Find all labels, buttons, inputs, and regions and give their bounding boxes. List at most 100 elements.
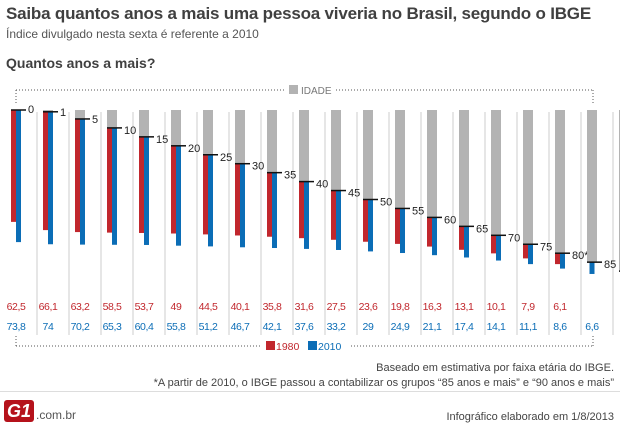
age-label: 80* (572, 250, 589, 262)
age-bar (267, 110, 277, 173)
age-label: 40 (316, 179, 328, 191)
value-label-2010: 60,4 (135, 321, 154, 333)
age-label: 5 (92, 114, 98, 126)
age-label: 10 (124, 125, 136, 137)
age-bar (299, 110, 309, 182)
value-label-2010: 11,1 (519, 321, 538, 333)
age-label: 45 (348, 188, 360, 200)
age-label: 35 (284, 170, 296, 182)
bar-1980 (395, 208, 400, 244)
value-label-1980: 44,5 (199, 301, 218, 313)
bar-2010 (272, 172, 277, 249)
age-label: 1 (60, 107, 66, 119)
chart-title: Saiba quantos anos a mais uma pessoa viv… (6, 4, 591, 23)
age-label: 65 (476, 223, 488, 235)
value-label-2010: 17,4 (455, 321, 474, 333)
value-label-2010: 74 (43, 321, 54, 333)
value-label-1980: 66,1 (39, 301, 58, 313)
g1-logo[interactable]: G1 .com.br (4, 400, 76, 422)
legend-label-2010: 2010 (318, 341, 342, 353)
bar-2010 (464, 226, 469, 258)
value-label-1980: 49 (171, 301, 182, 313)
footer-divider (0, 391, 620, 392)
value-label-1980: 7,9 (521, 301, 535, 313)
bar-1980 (107, 127, 112, 233)
bar-1980 (203, 154, 208, 235)
bar-2010 (144, 136, 149, 245)
chart: IDADE 0 62,5 73,8 1 66,1 74 5 63,2 70,2 10 58,5 65,3… (7, 85, 620, 353)
bar-1980 (523, 244, 528, 259)
bar-2010 (304, 181, 309, 249)
age-label: 15 (156, 134, 168, 146)
credit: Infográfico elaborado em 1/8/2013 (446, 411, 614, 423)
age-label: 75 (540, 241, 552, 253)
bar-1980 (139, 136, 144, 233)
age-bar (363, 110, 373, 200)
value-label-2010: 42,1 (263, 321, 282, 333)
age-label: 55 (412, 205, 424, 217)
bar-2010 (432, 217, 437, 256)
age-bar (331, 110, 341, 191)
bar-1980 (235, 163, 240, 236)
value-label-1980: 35,8 (263, 301, 282, 313)
bar-2010 (528, 244, 533, 265)
value-label-2010: 37,6 (295, 321, 314, 333)
bar-2010 (560, 253, 565, 269)
value-label-2010: 73,8 (7, 321, 26, 333)
bar-2010 (112, 127, 117, 245)
value-label-1980: 62,5 (7, 301, 26, 313)
value-label-2010: 51,2 (199, 321, 218, 333)
value-label-1980: 19,8 (391, 301, 410, 313)
age-label: 0 (28, 104, 34, 116)
value-label-1980: 16,3 (423, 301, 442, 313)
age-bar (459, 110, 469, 227)
age-bar (107, 110, 117, 128)
bar-1980 (427, 217, 432, 247)
bar-1980 (331, 190, 336, 240)
bar-1980 (491, 235, 496, 254)
bar-2010 (240, 163, 245, 248)
value-label-1980: 6,1 (553, 301, 567, 313)
value-label-2010: 24,9 (391, 321, 410, 333)
age-label: 30 (252, 161, 264, 173)
legend-label-1980: 1980 (276, 341, 300, 353)
bar-1980 (459, 226, 464, 250)
bar-2010 (400, 208, 405, 254)
value-label-2010: 14,1 (487, 321, 506, 333)
bar-2010 (16, 110, 21, 243)
bar-1980 (363, 199, 368, 242)
bar-1980 (299, 181, 304, 239)
bar-1980 (75, 118, 80, 233)
age-bar (427, 110, 437, 218)
age-bar (75, 110, 85, 119)
age-bar (555, 110, 565, 254)
age-bar (203, 110, 213, 155)
age-bar (395, 110, 405, 209)
age-label: 20 (188, 143, 200, 155)
age-bar (587, 110, 597, 263)
bar-1980 (171, 145, 176, 234)
value-label-1980: 10,1 (487, 301, 506, 313)
legend-swatch-2010 (308, 341, 317, 350)
value-label-2010: 70,2 (71, 321, 90, 333)
value-label-1980: 27,5 (327, 301, 346, 313)
value-label-2010: 55,8 (167, 321, 186, 333)
value-label-2010: 21,1 (423, 321, 442, 333)
bar-1980 (43, 111, 48, 231)
note-source: Baseado em estimativa por faixa etária d… (376, 362, 614, 374)
bar-1980 (555, 253, 560, 265)
age-bar (235, 110, 245, 164)
age-bar (43, 110, 53, 112)
value-label-1980: 13,1 (455, 301, 474, 313)
bar-2010 (336, 190, 341, 250)
bar-2010 (496, 235, 501, 261)
age-legend-label: IDADE (301, 86, 332, 97)
note-footnote: *A partir de 2010, o IBGE passou a conta… (153, 377, 614, 389)
value-label-2010: 29 (363, 321, 374, 333)
legend-swatch-1980 (266, 341, 275, 350)
age-label: 25 (220, 152, 232, 164)
value-label-1980: 31,6 (295, 301, 314, 313)
bar-1980 (11, 110, 16, 222)
value-label-2010: 33,2 (327, 321, 346, 333)
value-label-1980: 63,2 (71, 301, 90, 313)
